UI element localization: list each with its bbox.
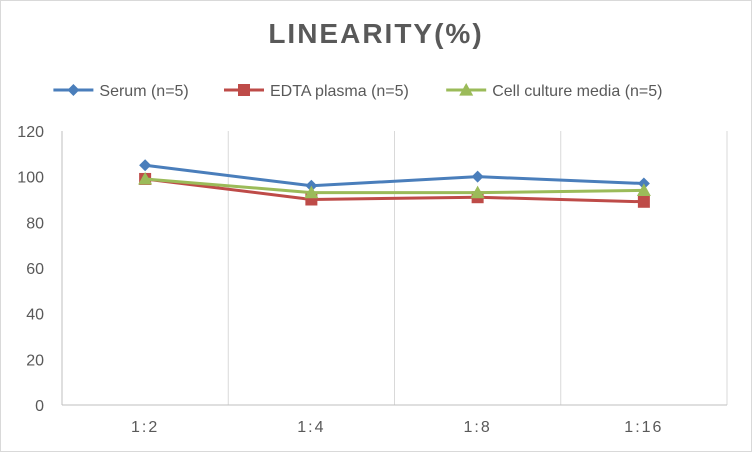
series-3 — [138, 171, 651, 199]
data-point — [139, 159, 152, 172]
y-tick-label: 0 — [35, 398, 44, 415]
y-tick-label: 20 — [26, 352, 44, 369]
axes — [61, 131, 727, 406]
legend-item: Cell culture media (n=5) — [446, 83, 662, 100]
series-line — [144, 163, 644, 188]
legend-swatch-marker — [67, 84, 80, 96]
series-line — [145, 177, 644, 195]
chart-title: LINEARITY(%) — [268, 18, 484, 49]
data-point — [636, 183, 651, 196]
legend-label: EDTA plasma (n=5) — [270, 83, 409, 100]
data-point — [304, 185, 319, 199]
series-line — [144, 177, 644, 204]
legend: Serum (n=5) EDTA plasma (n=5) Cell culture… — [53, 83, 662, 100]
legend-item: Serum (n=5) — [53, 83, 189, 100]
x-tick-label: 1:4 — [297, 419, 325, 436]
data-point — [471, 170, 484, 183]
legend-swatch-marker — [459, 83, 474, 96]
y-tick-label: 80 — [26, 215, 44, 232]
data-point — [637, 195, 650, 208]
x-tick-label: 1:16 — [624, 419, 663, 436]
data-point — [138, 171, 153, 185]
y-tick-label: 60 — [26, 261, 44, 278]
y-tick-label: 120 — [17, 124, 44, 141]
y-tick-label: 100 — [17, 170, 44, 187]
series-group — [138, 159, 651, 208]
x-tick-label: 1:8 — [464, 419, 492, 436]
data-point — [470, 185, 485, 199]
legend-label: Serum (n=5) — [99, 83, 188, 100]
y-tick-label: 40 — [26, 307, 44, 324]
x-tick-label: 1:2 — [131, 419, 159, 436]
y-tick-labels: 0 20 40 60 80 100 120 — [17, 124, 44, 415]
legend-swatch-marker — [238, 84, 250, 96]
x-tick-labels: 1:2 1:4 1:8 1:16 — [131, 419, 663, 436]
legend-item: EDTA plasma (n=5) — [224, 83, 409, 100]
legend-label: Cell culture media (n=5) — [492, 83, 662, 100]
